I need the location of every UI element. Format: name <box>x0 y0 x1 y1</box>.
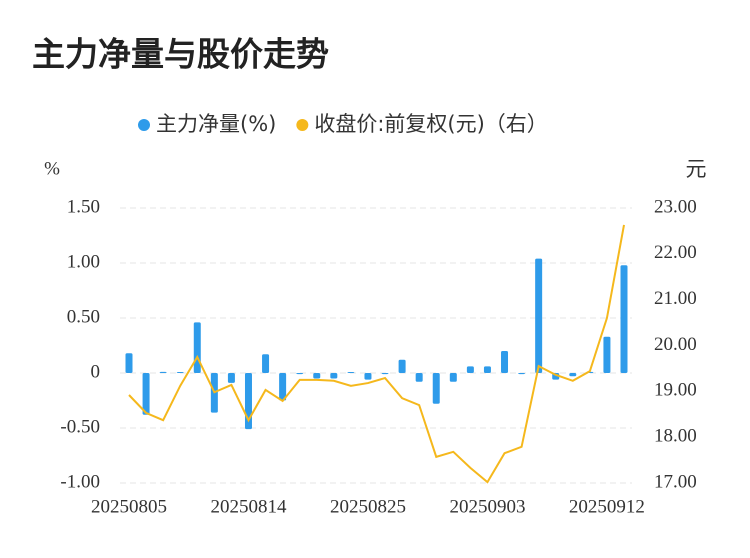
y-tick-label: 1.00 <box>67 251 100 272</box>
x-tick-label: 20250825 <box>330 496 406 517</box>
bar <box>466 366 474 373</box>
bar <box>347 372 355 373</box>
bar <box>415 373 423 382</box>
x-tick-label: 20250814 <box>210 496 287 517</box>
y-tick-label: -0.50 <box>60 416 100 437</box>
bar <box>569 373 577 377</box>
y2-tick-label: 19.00 <box>654 380 697 401</box>
bar <box>518 373 526 375</box>
bar <box>176 372 184 373</box>
bar <box>330 373 338 379</box>
bar <box>432 373 440 404</box>
bar <box>603 336 611 373</box>
bar <box>449 373 457 382</box>
bar <box>364 373 372 380</box>
bar <box>620 265 628 373</box>
y2-tick-label: 17.00 <box>654 471 697 492</box>
legend-label: 主力净量(%) <box>156 112 276 136</box>
y-tick-label: -1.00 <box>60 471 100 492</box>
bar <box>296 373 304 375</box>
y2-axis-label: 元 <box>686 157 707 181</box>
bar <box>279 373 287 401</box>
bar <box>262 354 270 373</box>
y2-tick-label: 22.00 <box>654 242 697 263</box>
bar <box>501 351 509 373</box>
y-tick-label: 0.50 <box>67 306 100 327</box>
y2-tick-label: 21.00 <box>654 288 697 309</box>
bar <box>142 373 150 415</box>
legend-marker <box>138 119 150 131</box>
bar <box>227 373 235 383</box>
y2-tick-label: 18.00 <box>654 426 697 447</box>
y2-tick-label: 23.00 <box>654 196 697 217</box>
bar <box>483 366 491 373</box>
y2-tick-label: 20.00 <box>654 334 697 355</box>
y-axis-label: % <box>44 158 60 179</box>
bar <box>398 359 406 373</box>
x-tick-label: 20250805 <box>91 496 167 517</box>
x-tick-label: 20250903 <box>449 496 525 517</box>
price-line <box>128 224 625 484</box>
bar <box>313 373 321 379</box>
bar <box>381 373 389 375</box>
legend-label: 收盘价:前复权(元)（右） <box>314 112 547 136</box>
bar <box>535 258 543 373</box>
bar <box>193 322 201 373</box>
bar <box>159 371 167 373</box>
y-tick-label: 1.50 <box>67 196 100 217</box>
legend-marker <box>296 119 309 131</box>
chart-title: 主力净量与股价走势 <box>32 35 329 74</box>
x-tick-label: 20250912 <box>569 496 645 517</box>
y-tick-label: 0 <box>91 361 101 382</box>
bar <box>125 353 133 373</box>
